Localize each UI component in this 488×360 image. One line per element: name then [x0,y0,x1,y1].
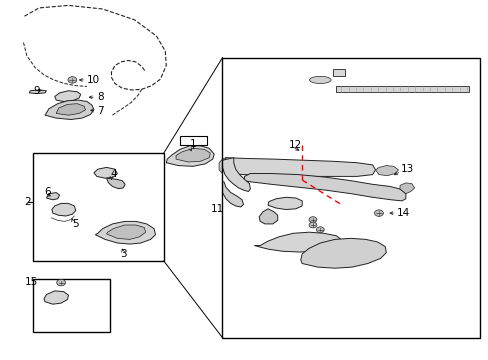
Polygon shape [166,146,214,166]
Text: 12: 12 [288,140,301,150]
Circle shape [308,222,316,228]
Text: 5: 5 [72,219,79,229]
Text: 7: 7 [97,106,103,116]
Circle shape [316,227,324,233]
Ellipse shape [309,76,330,84]
Polygon shape [254,232,342,252]
Polygon shape [106,178,125,189]
Bar [33,153,163,261]
Polygon shape [222,158,375,176]
Circle shape [374,210,383,216]
Text: 11: 11 [210,204,224,214]
Text: 4: 4 [110,168,117,179]
Polygon shape [267,197,302,210]
Polygon shape [94,167,117,178]
Polygon shape [300,238,386,268]
Polygon shape [55,91,81,102]
Text: 10: 10 [87,75,100,85]
Polygon shape [375,166,398,176]
Text: 8: 8 [97,92,103,102]
Polygon shape [45,100,94,120]
Text: 3: 3 [120,249,126,259]
Text: 2: 2 [24,197,31,207]
Polygon shape [106,225,145,239]
Bar [180,136,206,145]
Bar [336,86,468,92]
Circle shape [57,279,65,286]
Bar [332,69,344,76]
Polygon shape [52,203,76,216]
Text: 9: 9 [33,86,40,96]
Text: 13: 13 [400,164,413,174]
Polygon shape [56,104,85,115]
Bar [33,279,110,332]
Polygon shape [44,291,68,304]
Polygon shape [176,148,210,162]
Text: 14: 14 [396,208,409,218]
Polygon shape [219,158,225,174]
Text: 1: 1 [189,139,196,149]
Text: 15: 15 [24,276,38,287]
Polygon shape [222,158,250,192]
Polygon shape [95,221,155,244]
Text: 6: 6 [44,186,51,197]
Circle shape [308,217,316,222]
Circle shape [68,77,77,83]
Polygon shape [46,193,60,200]
Bar [222,58,479,338]
Polygon shape [399,183,414,194]
Polygon shape [259,209,277,224]
Polygon shape [244,174,405,201]
Polygon shape [222,182,243,207]
Polygon shape [29,90,46,94]
